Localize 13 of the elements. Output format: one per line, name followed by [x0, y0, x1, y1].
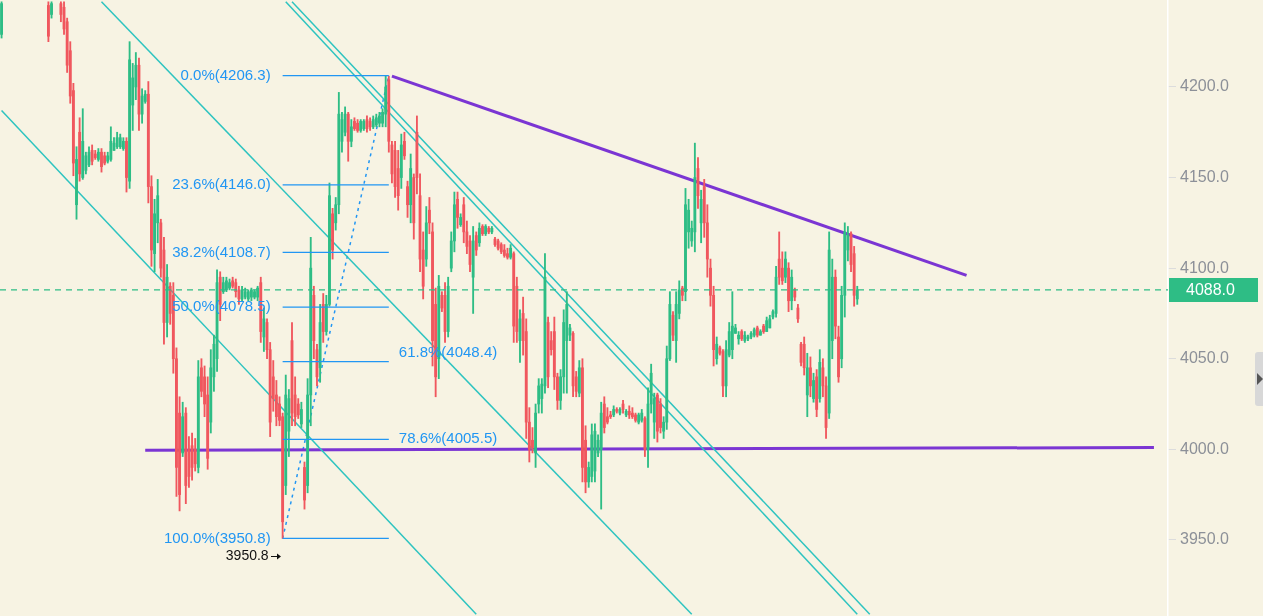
ref-line-label: 100.0%(3950.8) [163, 528, 271, 546]
ref-line-label: 78.6%(4005.5) [398, 429, 498, 447]
ref-line-label: 38.2%(4108.7) [172, 242, 271, 260]
y-tick-label: 4150.0 [1180, 167, 1230, 185]
ref-line-label: 23.6%(4146.0) [172, 174, 271, 192]
y-tick-label: 3950.0 [1180, 530, 1230, 548]
ref-line-label: 0.0%(4206.3) [180, 65, 271, 83]
y-tick-label: 4100.0 [1180, 258, 1230, 276]
y-tick-label: 4050.0 [1180, 349, 1230, 367]
annotation: 3950.8 [225, 547, 269, 564]
ref-line-label: 4088.0 [1186, 281, 1236, 299]
y-tick-label: 4000.0 [1180, 439, 1230, 457]
y-tick-label: 4200.0 [1180, 77, 1230, 95]
